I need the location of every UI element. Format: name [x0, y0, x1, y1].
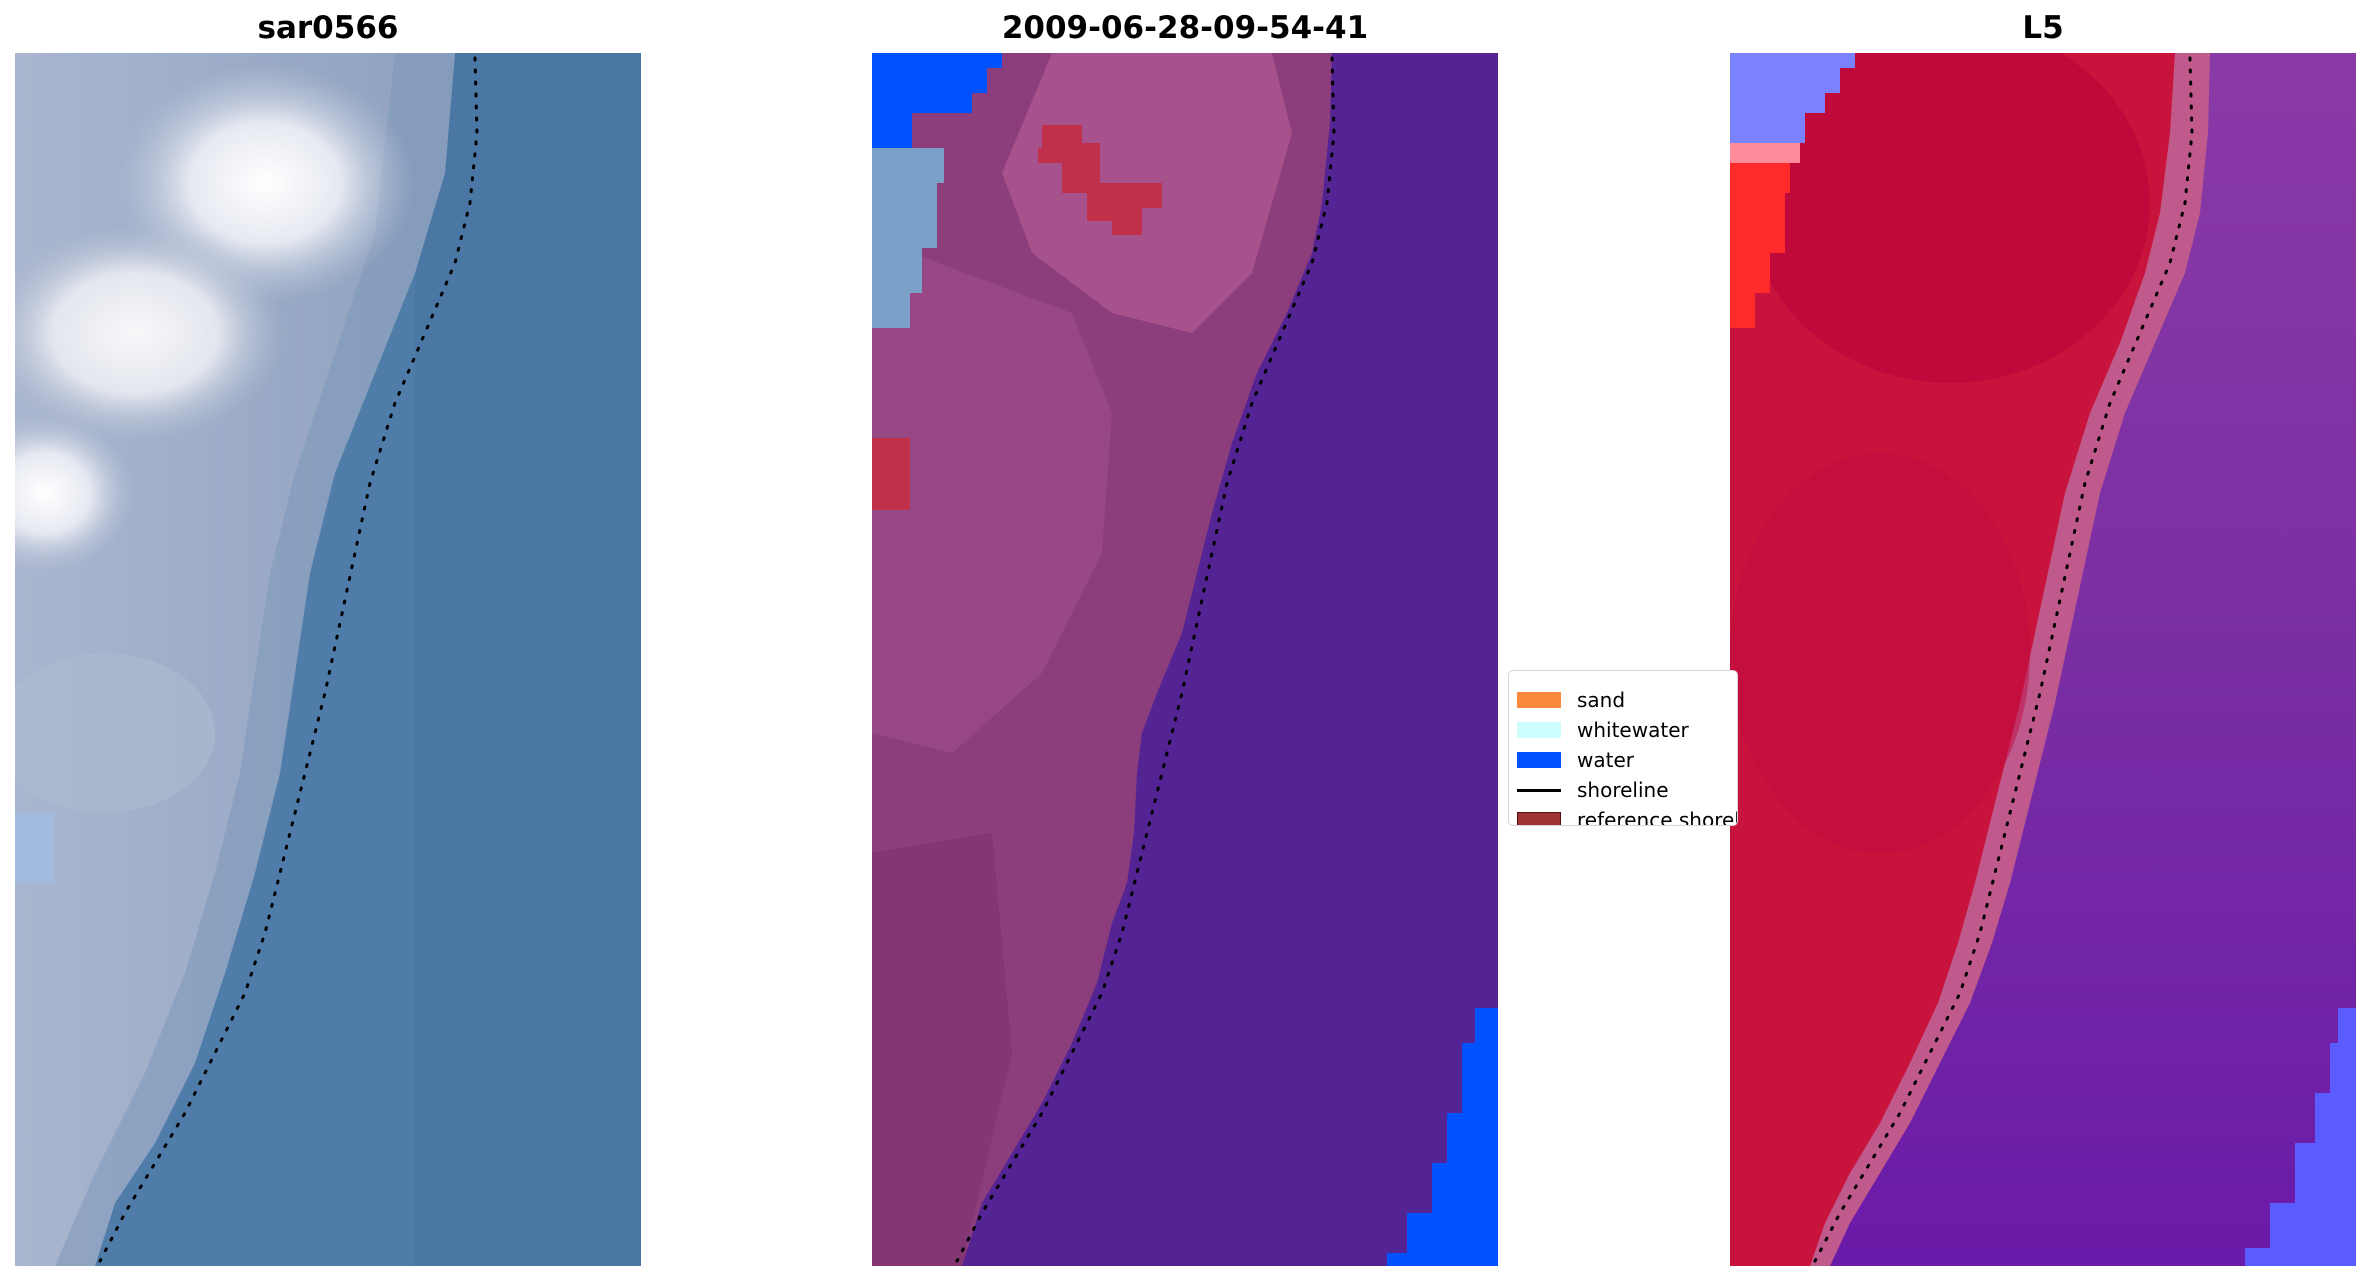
sea-area-far: [415, 53, 641, 1266]
water-index-area: [2245, 1008, 2356, 1266]
land-shade: [872, 833, 1012, 1266]
shoreline: [1813, 56, 2194, 1263]
legend-item-reference-shoreline: reference shoreline: [1509, 807, 1737, 826]
panel-title-rgb: sar0566: [257, 10, 399, 46]
legend-swatch-whitewater: [1517, 722, 1561, 738]
land-core: [1750, 53, 2150, 383]
cloud-index: [1730, 163, 1790, 328]
land-highlight: [872, 253, 1112, 753]
legend-label: sand: [1577, 688, 1626, 712]
whitewater-area: [872, 148, 944, 328]
panel-rgb-image: [15, 53, 641, 1266]
legend-label: whitewater: [1577, 718, 1689, 742]
cloud: [15, 223, 285, 443]
rgb-image: [15, 53, 641, 1266]
land-fringe: [55, 53, 455, 1266]
legend-swatch-water: [1517, 752, 1561, 768]
reference-shoreline-patch: [872, 438, 910, 510]
water-class-area: [872, 53, 1002, 148]
land-core: [1730, 453, 2030, 853]
shoreline: [955, 56, 1336, 1263]
legend-swatch-shoreline: [1517, 789, 1561, 792]
panel-title-classified: 2009-06-28-09-54-41: [1001, 10, 1369, 46]
panel-title-index: L5: [2022, 10, 2064, 46]
legend-swatch-reference-shoreline: [1517, 812, 1561, 825]
legend-label: reference shoreline: [1577, 808, 1737, 826]
cloud: [15, 813, 55, 883]
cloud: [15, 653, 215, 813]
panel-index-image: [1730, 53, 2356, 1266]
legend-item-sand: sand: [1509, 687, 1737, 713]
cloud: [15, 413, 135, 573]
water-index-area: [1730, 53, 1855, 143]
panel-classified-image: [872, 53, 1498, 1266]
water-class-area: [1387, 1008, 1498, 1266]
legend-item-water: water: [1509, 747, 1737, 773]
legend-label: water: [1577, 748, 1634, 772]
legend: sand whitewater water shoreline referenc…: [1508, 670, 1738, 826]
index-image: [1730, 53, 2356, 1266]
shoreline: [98, 56, 479, 1263]
legend-item-whitewater: whitewater: [1509, 717, 1737, 743]
legend-item-shoreline: shoreline: [1509, 777, 1737, 803]
reference-shoreline-patch: [1038, 125, 1162, 235]
legend-label: shoreline: [1577, 778, 1669, 802]
classified-image: [872, 53, 1498, 1266]
legend-swatch-sand: [1517, 692, 1561, 708]
